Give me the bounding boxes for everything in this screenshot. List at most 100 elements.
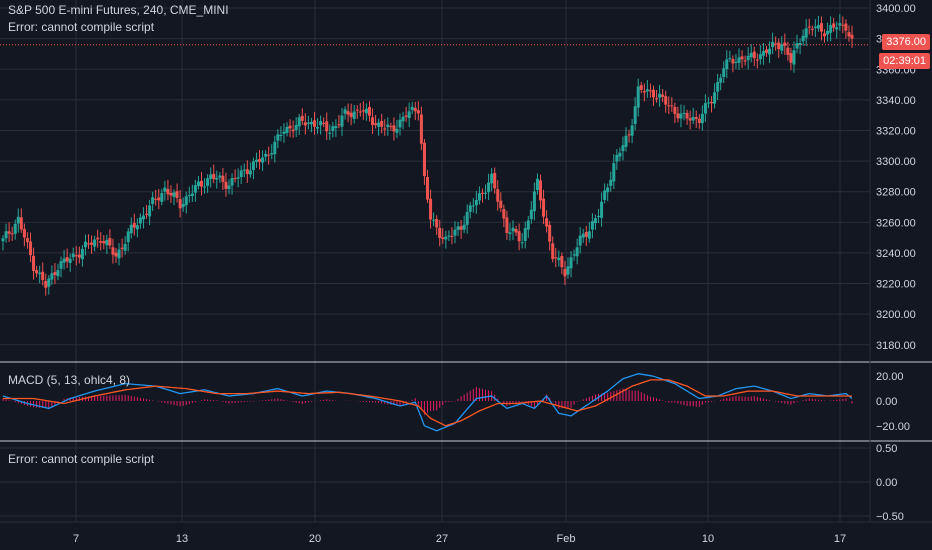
candle-body bbox=[93, 239, 97, 247]
candle-body bbox=[658, 93, 662, 98]
candle-body bbox=[722, 68, 726, 78]
candle-body bbox=[688, 118, 692, 121]
macd-line bbox=[2, 373, 853, 432]
candle-body bbox=[700, 113, 704, 124]
candle-body bbox=[120, 247, 124, 249]
candle-body bbox=[68, 258, 72, 263]
script-tick-label: 0.00 bbox=[876, 477, 897, 489]
candle-body bbox=[429, 198, 433, 220]
price-tick-label: 3200.00 bbox=[876, 309, 916, 321]
candle-body bbox=[590, 221, 594, 230]
candle-body bbox=[401, 116, 405, 122]
candle-body bbox=[96, 237, 100, 240]
candle-body bbox=[664, 96, 668, 105]
candle-body bbox=[810, 28, 814, 30]
script-pane-error: Error: cannot compile script bbox=[8, 452, 155, 466]
price-tick-label: 3180.00 bbox=[876, 340, 916, 352]
script-tick-label: 0.50 bbox=[876, 443, 897, 455]
candle-body bbox=[569, 257, 573, 269]
pane-separators[interactable] bbox=[0, 0, 932, 523]
candle-body bbox=[221, 175, 225, 183]
candle-body bbox=[514, 229, 518, 233]
candle-body bbox=[386, 124, 390, 128]
candle-body bbox=[850, 34, 854, 39]
candle-body bbox=[502, 209, 506, 219]
candle-body bbox=[444, 236, 448, 240]
candle-body bbox=[200, 180, 204, 187]
candle-body bbox=[184, 196, 188, 206]
candle-body bbox=[50, 273, 54, 280]
time-tick-label: 17 bbox=[834, 533, 846, 545]
macd-tick-label: 0.00 bbox=[876, 396, 897, 408]
candle-body bbox=[346, 111, 350, 115]
macd-title[interactable]: MACD (5, 13, ohlc4, 8) bbox=[8, 373, 131, 387]
candle-body bbox=[316, 127, 320, 129]
candle-body bbox=[645, 89, 649, 92]
price-tick-label: 3400.00 bbox=[876, 3, 916, 15]
candle-body bbox=[761, 50, 765, 56]
candle-body bbox=[826, 30, 830, 35]
candle-body bbox=[841, 24, 845, 26]
candle-body bbox=[642, 91, 646, 93]
candle-body bbox=[468, 205, 472, 212]
candle-body bbox=[636, 86, 640, 108]
candle-body bbox=[248, 170, 252, 175]
candle-body bbox=[236, 177, 240, 179]
price-pane-error: Error: cannot compile script bbox=[8, 20, 155, 34]
candle-body bbox=[163, 187, 167, 192]
candle-body bbox=[371, 117, 375, 125]
symbol-title[interactable]: S&P 500 E-mini Futures, 240, CME_MINI bbox=[8, 3, 229, 17]
candle-body bbox=[694, 117, 698, 119]
candle-body bbox=[13, 223, 17, 234]
candle-body bbox=[251, 161, 255, 171]
candle-body bbox=[655, 98, 659, 100]
candle-body bbox=[22, 228, 26, 238]
candle-body bbox=[471, 205, 475, 207]
candle-body bbox=[801, 35, 805, 42]
candle-body bbox=[798, 42, 802, 46]
candle-body bbox=[474, 200, 478, 206]
candle-body bbox=[181, 204, 185, 208]
candle-body bbox=[789, 53, 793, 63]
candle-body bbox=[270, 153, 274, 155]
candle-body bbox=[212, 173, 216, 180]
candle-body bbox=[383, 128, 387, 130]
candle-body bbox=[395, 128, 399, 133]
price-tick-label: 3220.00 bbox=[876, 279, 916, 291]
time-tick-label: 10 bbox=[702, 533, 714, 545]
candle-body bbox=[560, 255, 564, 268]
candle-body bbox=[297, 117, 301, 127]
candle-body bbox=[59, 261, 63, 269]
candle-body bbox=[209, 174, 213, 179]
candle-body bbox=[114, 252, 118, 257]
candle-body bbox=[7, 231, 11, 234]
candle-body bbox=[618, 152, 622, 157]
candle-body bbox=[426, 176, 429, 200]
candle-body bbox=[593, 218, 597, 224]
candle-body bbox=[340, 115, 344, 127]
candle-body bbox=[224, 181, 228, 189]
candle-body bbox=[572, 254, 576, 256]
candle-body bbox=[331, 126, 335, 131]
candle-body bbox=[111, 247, 115, 255]
candle-body bbox=[523, 228, 527, 241]
candle-body bbox=[532, 191, 536, 212]
candle-body bbox=[538, 180, 542, 201]
candle-body bbox=[648, 90, 652, 92]
candle-body bbox=[218, 175, 222, 178]
candle-body bbox=[465, 212, 469, 225]
candle-body bbox=[138, 217, 142, 224]
time-tick-label: 13 bbox=[176, 533, 188, 545]
candle-body bbox=[804, 28, 808, 38]
candle-body bbox=[410, 106, 414, 111]
candle-body bbox=[343, 109, 347, 114]
candle-body bbox=[4, 231, 8, 239]
signal-line bbox=[3, 379, 852, 427]
candle-body bbox=[566, 266, 570, 275]
candle-body bbox=[624, 135, 628, 147]
candle-body bbox=[71, 253, 75, 258]
price-tick-label: 3240.00 bbox=[876, 248, 916, 260]
candle-body bbox=[1, 238, 5, 242]
candle-body bbox=[587, 231, 591, 239]
